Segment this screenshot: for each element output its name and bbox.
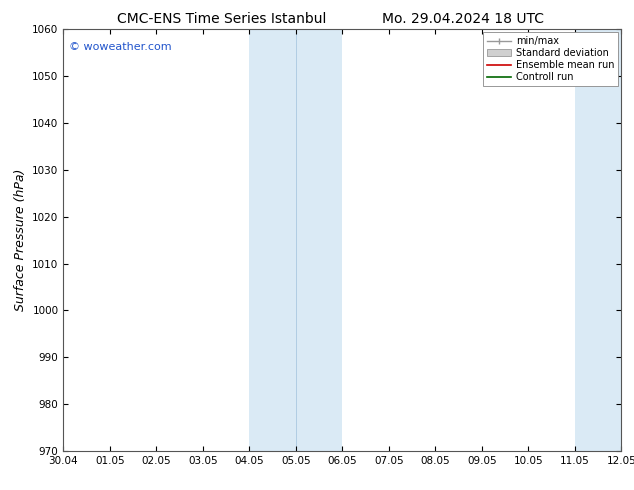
Bar (575, 29, 621, 451)
Bar (296, 29, 342, 451)
Text: © woweather.com: © woweather.com (69, 42, 172, 52)
Bar (249, 29, 296, 451)
Y-axis label: Surface Pressure (hPa): Surface Pressure (hPa) (14, 169, 27, 311)
Text: CMC-ENS Time Series Istanbul: CMC-ENS Time Series Istanbul (117, 12, 327, 26)
Legend: min/max, Standard deviation, Ensemble mean run, Controll run: min/max, Standard deviation, Ensemble me… (483, 32, 618, 86)
Text: Mo. 29.04.2024 18 UTC: Mo. 29.04.2024 18 UTC (382, 12, 544, 26)
